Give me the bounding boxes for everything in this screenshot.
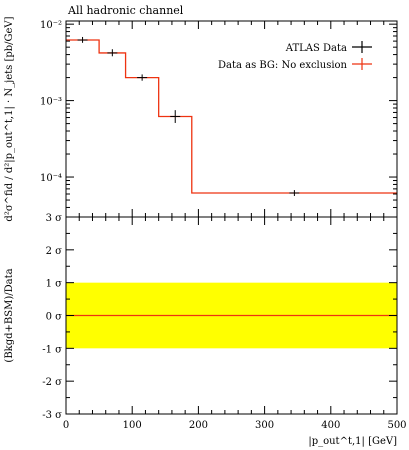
data-point-2 [137, 74, 148, 81]
ratio-y-tick-label: -3 σ [42, 410, 62, 421]
data-point-4 [289, 190, 300, 196]
ratio-y-tick-label: 1 σ [46, 279, 63, 290]
ratio-y-tick-label: -2 σ [42, 377, 62, 388]
ratio-panel: 3 σ 2 σ 1 σ 0 σ -1 σ -2 σ -3 σ0 100 200 300 400 500… [4, 213, 407, 447]
x-tick-label: 200 [189, 420, 208, 431]
ratio-y-tick-label: 3 σ [46, 213, 63, 224]
chart-title: All hadronic channel [67, 4, 184, 17]
y-axis-label-ratio: (Bkgd+BSM)/Data [4, 268, 15, 362]
x-tick-label: 0 [63, 420, 69, 431]
distribution-panel: All hadronic channel 10⁻² 10⁻³ 10⁻⁴ d²σ^fid … [4, 4, 398, 222]
x-axis-label: |p_out^t,1| [GeV] [308, 436, 397, 447]
data-point-3 [170, 110, 181, 123]
legend-entry-1: Data as BG: No exclusion [218, 58, 372, 71]
x-tick-label: 300 [255, 420, 274, 431]
ratio-y-tick-label: 2 σ [46, 246, 63, 257]
x-tick-label: 100 [123, 420, 142, 431]
legend-label: ATLAS Data [285, 43, 347, 54]
y-tick-label: 10⁻⁴ [40, 173, 62, 184]
y-tick-label: 10⁻³ [40, 97, 62, 108]
data-point-0 [77, 36, 88, 43]
data-point-1 [107, 49, 118, 57]
legend-entry-0: ATLAS Data [285, 41, 372, 54]
y-tick-label: 10⁻² [40, 20, 62, 31]
x-tick-label: 500 [387, 420, 406, 431]
top-plot-frame [65, 20, 398, 218]
ratio-y-tick-label: -1 σ [42, 344, 62, 355]
ratio-y-tick-label: 0 σ [46, 312, 63, 323]
y-axis-label-top: d²σ^fid / d²|p_out^t,1| · N_jets [pb/GeV… [4, 16, 15, 221]
legend-label: Data as BG: No exclusion [218, 60, 348, 71]
x-tick-label: 400 [321, 420, 340, 431]
